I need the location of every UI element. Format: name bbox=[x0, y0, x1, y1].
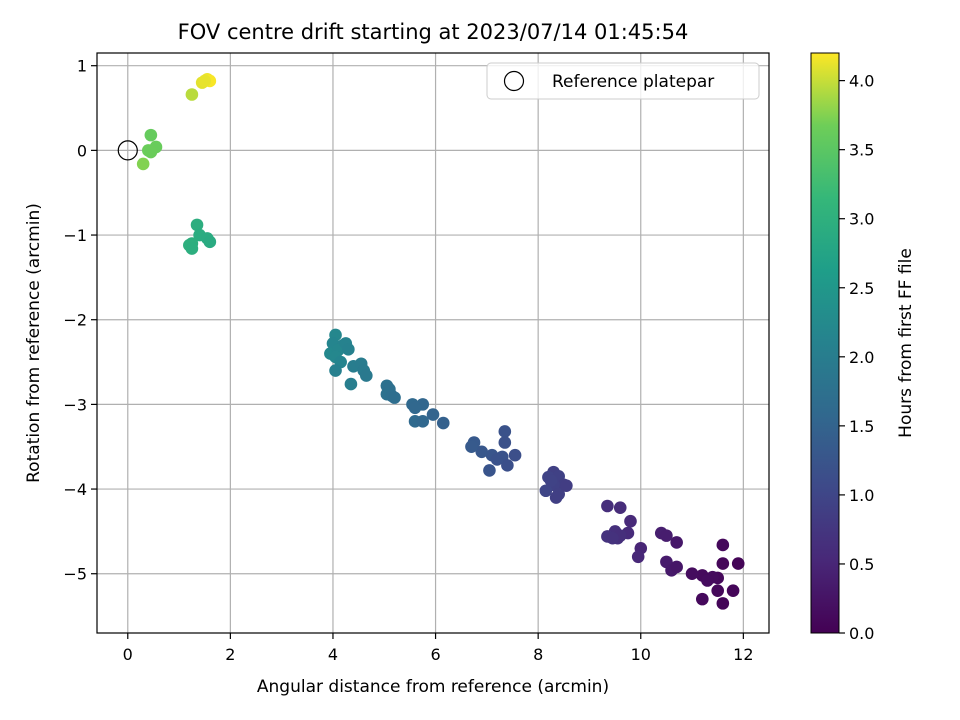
data-point bbox=[601, 499, 614, 513]
y-tick-label: −4 bbox=[63, 480, 87, 499]
legend-entry-reference: Reference platepar bbox=[552, 72, 714, 92]
data-point bbox=[670, 536, 683, 549]
colorbar-tick-label: 2.0 bbox=[849, 348, 874, 367]
data-point bbox=[498, 436, 512, 449]
colorbar-tick-label: 3.0 bbox=[849, 210, 874, 229]
y-tick-label: 0 bbox=[77, 141, 87, 160]
data-points bbox=[136, 72, 745, 610]
colorbar-gradient bbox=[810, 52, 840, 634]
data-point bbox=[660, 529, 673, 542]
data-point bbox=[685, 567, 699, 581]
data-point bbox=[613, 501, 627, 514]
data-point bbox=[490, 453, 504, 466]
data-point bbox=[539, 484, 553, 498]
plot-frame bbox=[96, 52, 770, 634]
colorbar-ticks: 0.0 0.5 1.0 1.5 2.0 2.5 3.0 3.5 4.0 bbox=[839, 72, 874, 643]
y-tick-label: −5 bbox=[63, 565, 87, 584]
legend-box bbox=[486, 62, 760, 100]
data-point bbox=[549, 491, 563, 504]
x-axis: 0 2 4 6 8 10 12 bbox=[123, 633, 754, 664]
chart-title: FOV centre drift starting at 2023/07/14 … bbox=[178, 20, 689, 44]
data-point bbox=[388, 391, 401, 404]
x-tick-label: 8 bbox=[533, 645, 543, 664]
colorbar: 0.0 0.5 1.0 1.5 2.0 2.5 3.0 3.5 4.0 Hours from f… bbox=[810, 52, 916, 643]
data-point bbox=[501, 459, 514, 472]
plot-background bbox=[97, 53, 769, 633]
data-point bbox=[416, 415, 430, 428]
data-point bbox=[344, 377, 358, 391]
data-point bbox=[711, 584, 725, 597]
y-tick-label: −3 bbox=[63, 395, 87, 414]
data-point bbox=[360, 369, 373, 382]
data-point bbox=[426, 408, 440, 421]
data-point bbox=[696, 592, 709, 606]
data-point bbox=[716, 597, 730, 610]
data-point bbox=[436, 416, 450, 430]
colorbar-tick-label: 2.5 bbox=[849, 279, 874, 298]
grid-lines bbox=[97, 53, 769, 633]
data-point bbox=[203, 235, 217, 249]
x-tick-label: 12 bbox=[733, 645, 753, 664]
data-point bbox=[342, 343, 355, 356]
x-tick-label: 6 bbox=[430, 645, 440, 664]
data-point bbox=[560, 479, 573, 492]
colorbar-tick-label: 1.0 bbox=[849, 486, 874, 505]
data-point bbox=[498, 425, 512, 438]
data-point bbox=[624, 514, 637, 528]
data-point bbox=[670, 560, 683, 574]
data-point bbox=[731, 557, 745, 570]
x-tick-label: 2 bbox=[225, 645, 235, 664]
data-point bbox=[716, 557, 730, 570]
y-tick-label: −1 bbox=[63, 226, 87, 245]
data-point bbox=[185, 88, 199, 101]
legend: Reference platepar bbox=[486, 62, 760, 100]
y-axis: 1 0 −1 −2 −3 −4 −5 bbox=[63, 57, 97, 584]
y-tick-label: −2 bbox=[63, 311, 87, 330]
reference-point-marker bbox=[117, 140, 138, 161]
data-point bbox=[726, 584, 740, 597]
y-tick-label: 1 bbox=[77, 57, 87, 76]
data-point bbox=[631, 550, 645, 564]
data-point bbox=[544, 474, 558, 487]
data-point bbox=[329, 364, 342, 377]
y-axis-label: Rotation from reference (arcmin) bbox=[24, 203, 44, 483]
data-point bbox=[136, 157, 150, 171]
data-point bbox=[408, 401, 422, 415]
data-point bbox=[144, 145, 158, 159]
data-point bbox=[185, 242, 199, 255]
data-point bbox=[465, 440, 478, 454]
plot-area bbox=[96, 52, 770, 634]
data-point bbox=[606, 531, 619, 545]
data-point bbox=[144, 128, 158, 142]
data-point bbox=[483, 464, 496, 477]
colorbar-tick-label: 4.0 bbox=[849, 72, 874, 91]
colorbar-tick-label: 0.5 bbox=[849, 555, 874, 574]
colorbar-tick-label: 1.5 bbox=[849, 417, 874, 436]
data-point bbox=[190, 218, 204, 232]
legend-marker bbox=[503, 70, 525, 92]
x-axis-label: Angular distance from reference (arcmin) bbox=[257, 677, 609, 697]
x-tick-label: 4 bbox=[328, 645, 338, 664]
colorbar-label: Hours from first FF file bbox=[896, 248, 916, 438]
x-tick-label: 10 bbox=[631, 645, 651, 664]
data-point bbox=[701, 574, 714, 587]
data-point bbox=[475, 445, 489, 459]
data-point bbox=[508, 448, 522, 462]
data-point bbox=[198, 74, 212, 88]
colorbar-tick-label: 0.0 bbox=[849, 624, 874, 643]
colorbar-tick-label: 3.5 bbox=[849, 141, 874, 160]
data-point bbox=[716, 538, 730, 552]
x-tick-label: 0 bbox=[123, 645, 133, 664]
